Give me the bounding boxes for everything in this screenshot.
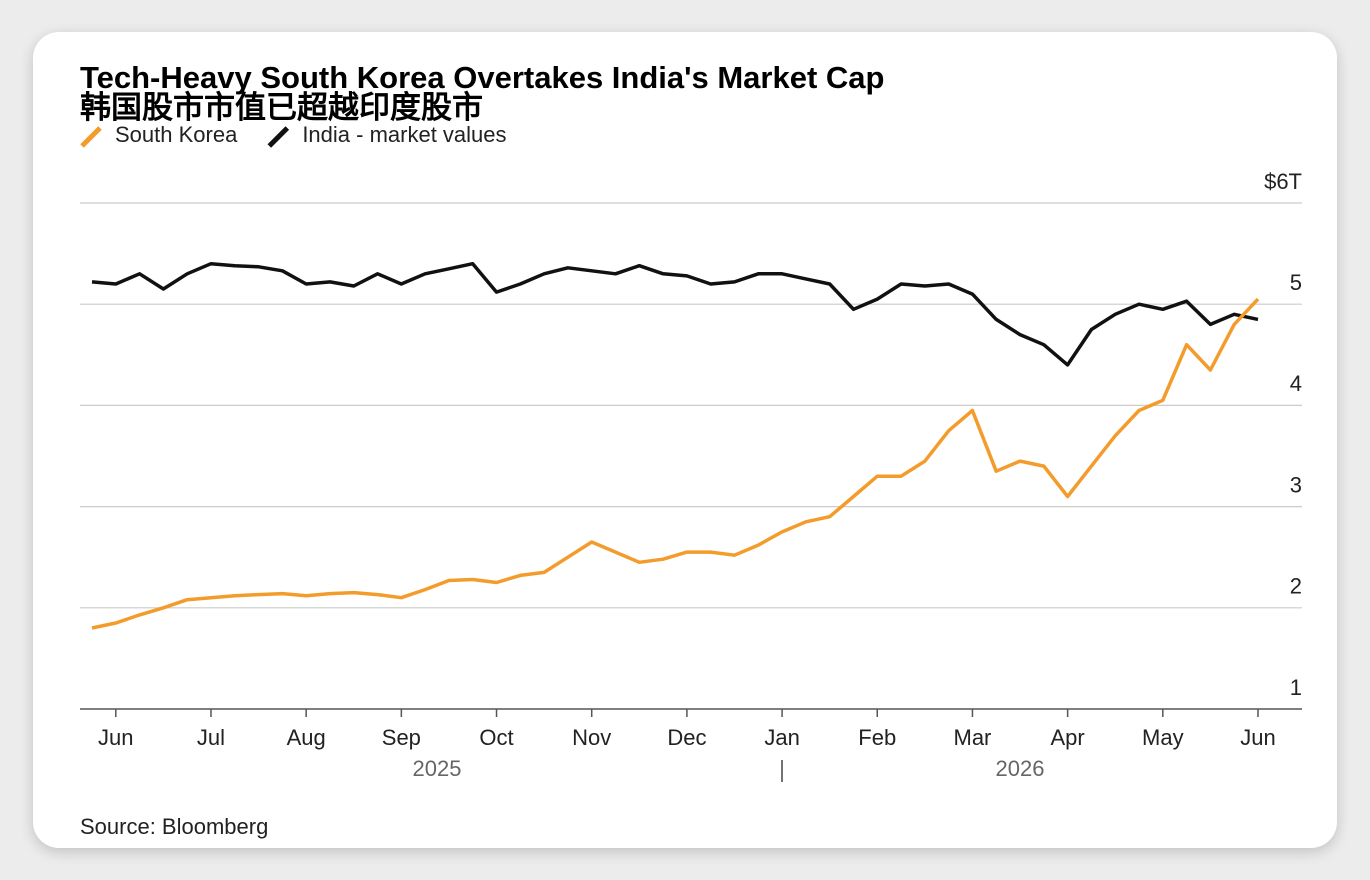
x-tick-label: Dec — [667, 725, 706, 750]
series-line — [91, 297, 1260, 630]
x-tick-label: Jul — [197, 725, 225, 750]
year-label: 2025 — [413, 756, 462, 781]
series-line — [91, 261, 1259, 367]
source: Source: Bloomberg — [80, 814, 268, 839]
y-tick-label: 2 — [1290, 574, 1302, 599]
x-tick-label: Jun — [98, 725, 133, 750]
legend-marker — [267, 126, 290, 148]
x-tick-label: Jun — [1240, 725, 1275, 750]
chart-subtitle: 韩国股市市值已超越印度股市 — [80, 90, 483, 125]
x-tick-label: May — [1142, 725, 1184, 750]
y-tick-label: $6T — [1264, 169, 1302, 194]
x-tick-label: Aug — [287, 725, 326, 750]
y-tick-label: 4 — [1290, 371, 1302, 396]
year-label: 2026 — [996, 756, 1045, 781]
y-tick-label: 3 — [1290, 472, 1302, 497]
x-tick-label: Nov — [572, 725, 611, 750]
x-tick-label: Feb — [858, 725, 896, 750]
x-tick-label: Mar — [954, 725, 992, 750]
x-tick-label: Jan — [764, 725, 799, 750]
legend-label: South Korea — [115, 122, 238, 147]
y-tick-label: 1 — [1290, 675, 1302, 700]
card — [33, 32, 1337, 848]
legend-label: India - market values — [302, 122, 506, 147]
chart-title: Tech-Heavy South Korea Overtakes India's… — [80, 60, 884, 95]
legend-marker — [80, 126, 102, 148]
x-tick-label: Apr — [1051, 725, 1085, 750]
y-tick-label: 5 — [1290, 270, 1302, 295]
x-tick-label: Sep — [382, 725, 421, 750]
x-tick-label: Oct — [479, 725, 513, 750]
